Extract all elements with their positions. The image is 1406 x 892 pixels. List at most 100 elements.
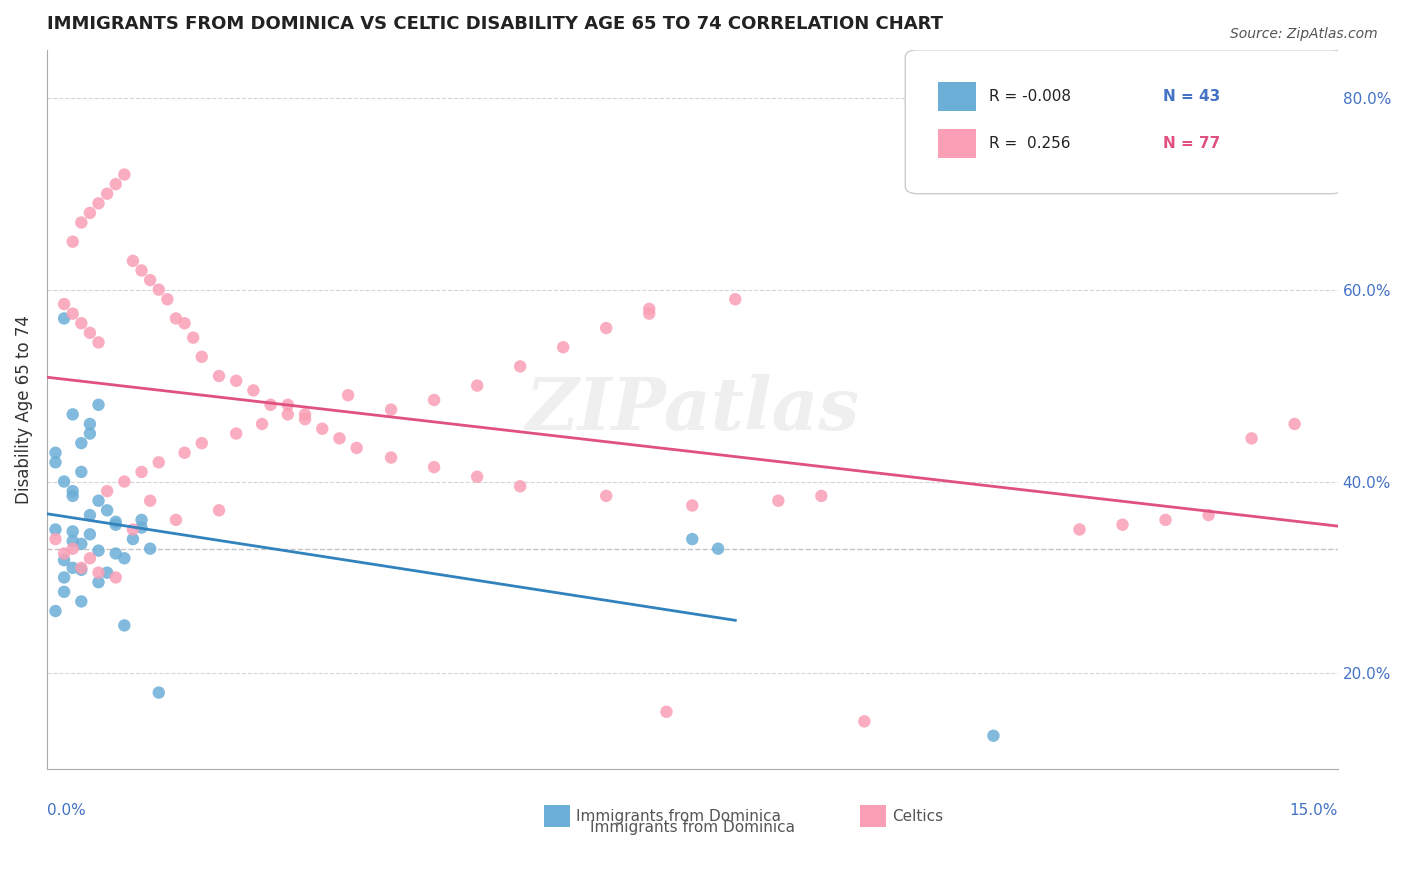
Point	[53, 570, 76, 584]
Text: IMMIGRANTS FROM DOMINICA VS CELTIC DISABILITY AGE 65 TO 74 CORRELATION CHART: IMMIGRANTS FROM DOMINICA VS CELTIC DISAB…	[46, 15, 943, 33]
Point	[96, 484, 118, 499]
Point	[112, 551, 135, 566]
Text: Source: ZipAtlas.com: Source: ZipAtlas.com	[1230, 27, 1378, 41]
Point	[681, 532, 703, 546]
Point	[44, 446, 66, 460]
Point	[62, 408, 84, 422]
Point	[380, 450, 402, 465]
Point	[131, 465, 153, 479]
Point	[44, 532, 66, 546]
Point	[553, 340, 575, 354]
Point	[250, 417, 273, 431]
Point	[156, 292, 179, 306]
Point	[131, 520, 153, 534]
Point	[294, 408, 316, 422]
Text: R =  0.256: R = 0.256	[990, 136, 1070, 151]
Point	[79, 527, 101, 541]
Point	[104, 570, 127, 584]
Point	[311, 422, 333, 436]
FancyBboxPatch shape	[938, 82, 976, 111]
Point	[122, 523, 145, 537]
Point	[1240, 431, 1263, 445]
Point	[70, 563, 93, 577]
Point	[79, 551, 101, 566]
Point	[638, 301, 661, 316]
Point	[681, 499, 703, 513]
Point	[465, 469, 488, 483]
Point	[122, 253, 145, 268]
FancyBboxPatch shape	[938, 129, 976, 158]
Point	[724, 292, 747, 306]
Point	[70, 215, 93, 229]
Text: N = 77: N = 77	[1163, 136, 1220, 151]
Point	[242, 384, 264, 398]
Point	[79, 508, 101, 522]
Point	[79, 326, 101, 340]
Point	[87, 196, 110, 211]
Point	[165, 311, 187, 326]
Point	[208, 369, 231, 384]
Point	[638, 307, 661, 321]
FancyBboxPatch shape	[905, 50, 1344, 194]
Point	[87, 543, 110, 558]
Point	[139, 273, 162, 287]
Point	[62, 541, 84, 556]
Point	[44, 455, 66, 469]
Point	[131, 263, 153, 277]
Text: R = -0.008: R = -0.008	[990, 89, 1071, 104]
FancyBboxPatch shape	[860, 805, 886, 827]
Point	[112, 618, 135, 632]
Point	[79, 206, 101, 220]
Point	[423, 392, 446, 407]
Point	[191, 436, 214, 450]
Point	[62, 235, 84, 249]
Point	[104, 517, 127, 532]
Point	[707, 541, 730, 556]
Point	[423, 460, 446, 475]
Point	[1154, 513, 1177, 527]
Point	[79, 426, 101, 441]
Point	[810, 489, 832, 503]
Point	[509, 359, 531, 374]
Point	[131, 513, 153, 527]
Point	[62, 489, 84, 503]
Point	[53, 546, 76, 560]
Point	[96, 566, 118, 580]
Point	[148, 283, 170, 297]
Point	[853, 714, 876, 729]
Point	[346, 441, 368, 455]
Point	[62, 524, 84, 539]
Point	[181, 331, 204, 345]
Point	[983, 729, 1005, 743]
Point	[277, 408, 299, 422]
Point	[53, 297, 76, 311]
Point	[70, 436, 93, 450]
FancyBboxPatch shape	[544, 805, 569, 827]
Point	[139, 493, 162, 508]
Point	[70, 316, 93, 330]
Point	[328, 431, 350, 445]
Point	[87, 575, 110, 590]
Point	[53, 553, 76, 567]
Point	[44, 604, 66, 618]
Point	[337, 388, 360, 402]
Point	[87, 566, 110, 580]
Point	[70, 594, 93, 608]
Point	[294, 412, 316, 426]
Point	[70, 537, 93, 551]
Y-axis label: Disability Age 65 to 74: Disability Age 65 to 74	[15, 315, 32, 504]
Point	[768, 493, 790, 508]
Text: Immigrants from Dominica: Immigrants from Dominica	[576, 808, 782, 823]
Point	[509, 479, 531, 493]
Point	[148, 685, 170, 699]
Point	[53, 475, 76, 489]
Point	[62, 534, 84, 549]
Point	[655, 705, 678, 719]
Text: 15.0%: 15.0%	[1289, 803, 1337, 818]
Point	[165, 513, 187, 527]
Point	[79, 417, 101, 431]
Point	[1069, 523, 1091, 537]
Point	[53, 585, 76, 599]
Point	[62, 484, 84, 499]
Point	[104, 177, 127, 191]
